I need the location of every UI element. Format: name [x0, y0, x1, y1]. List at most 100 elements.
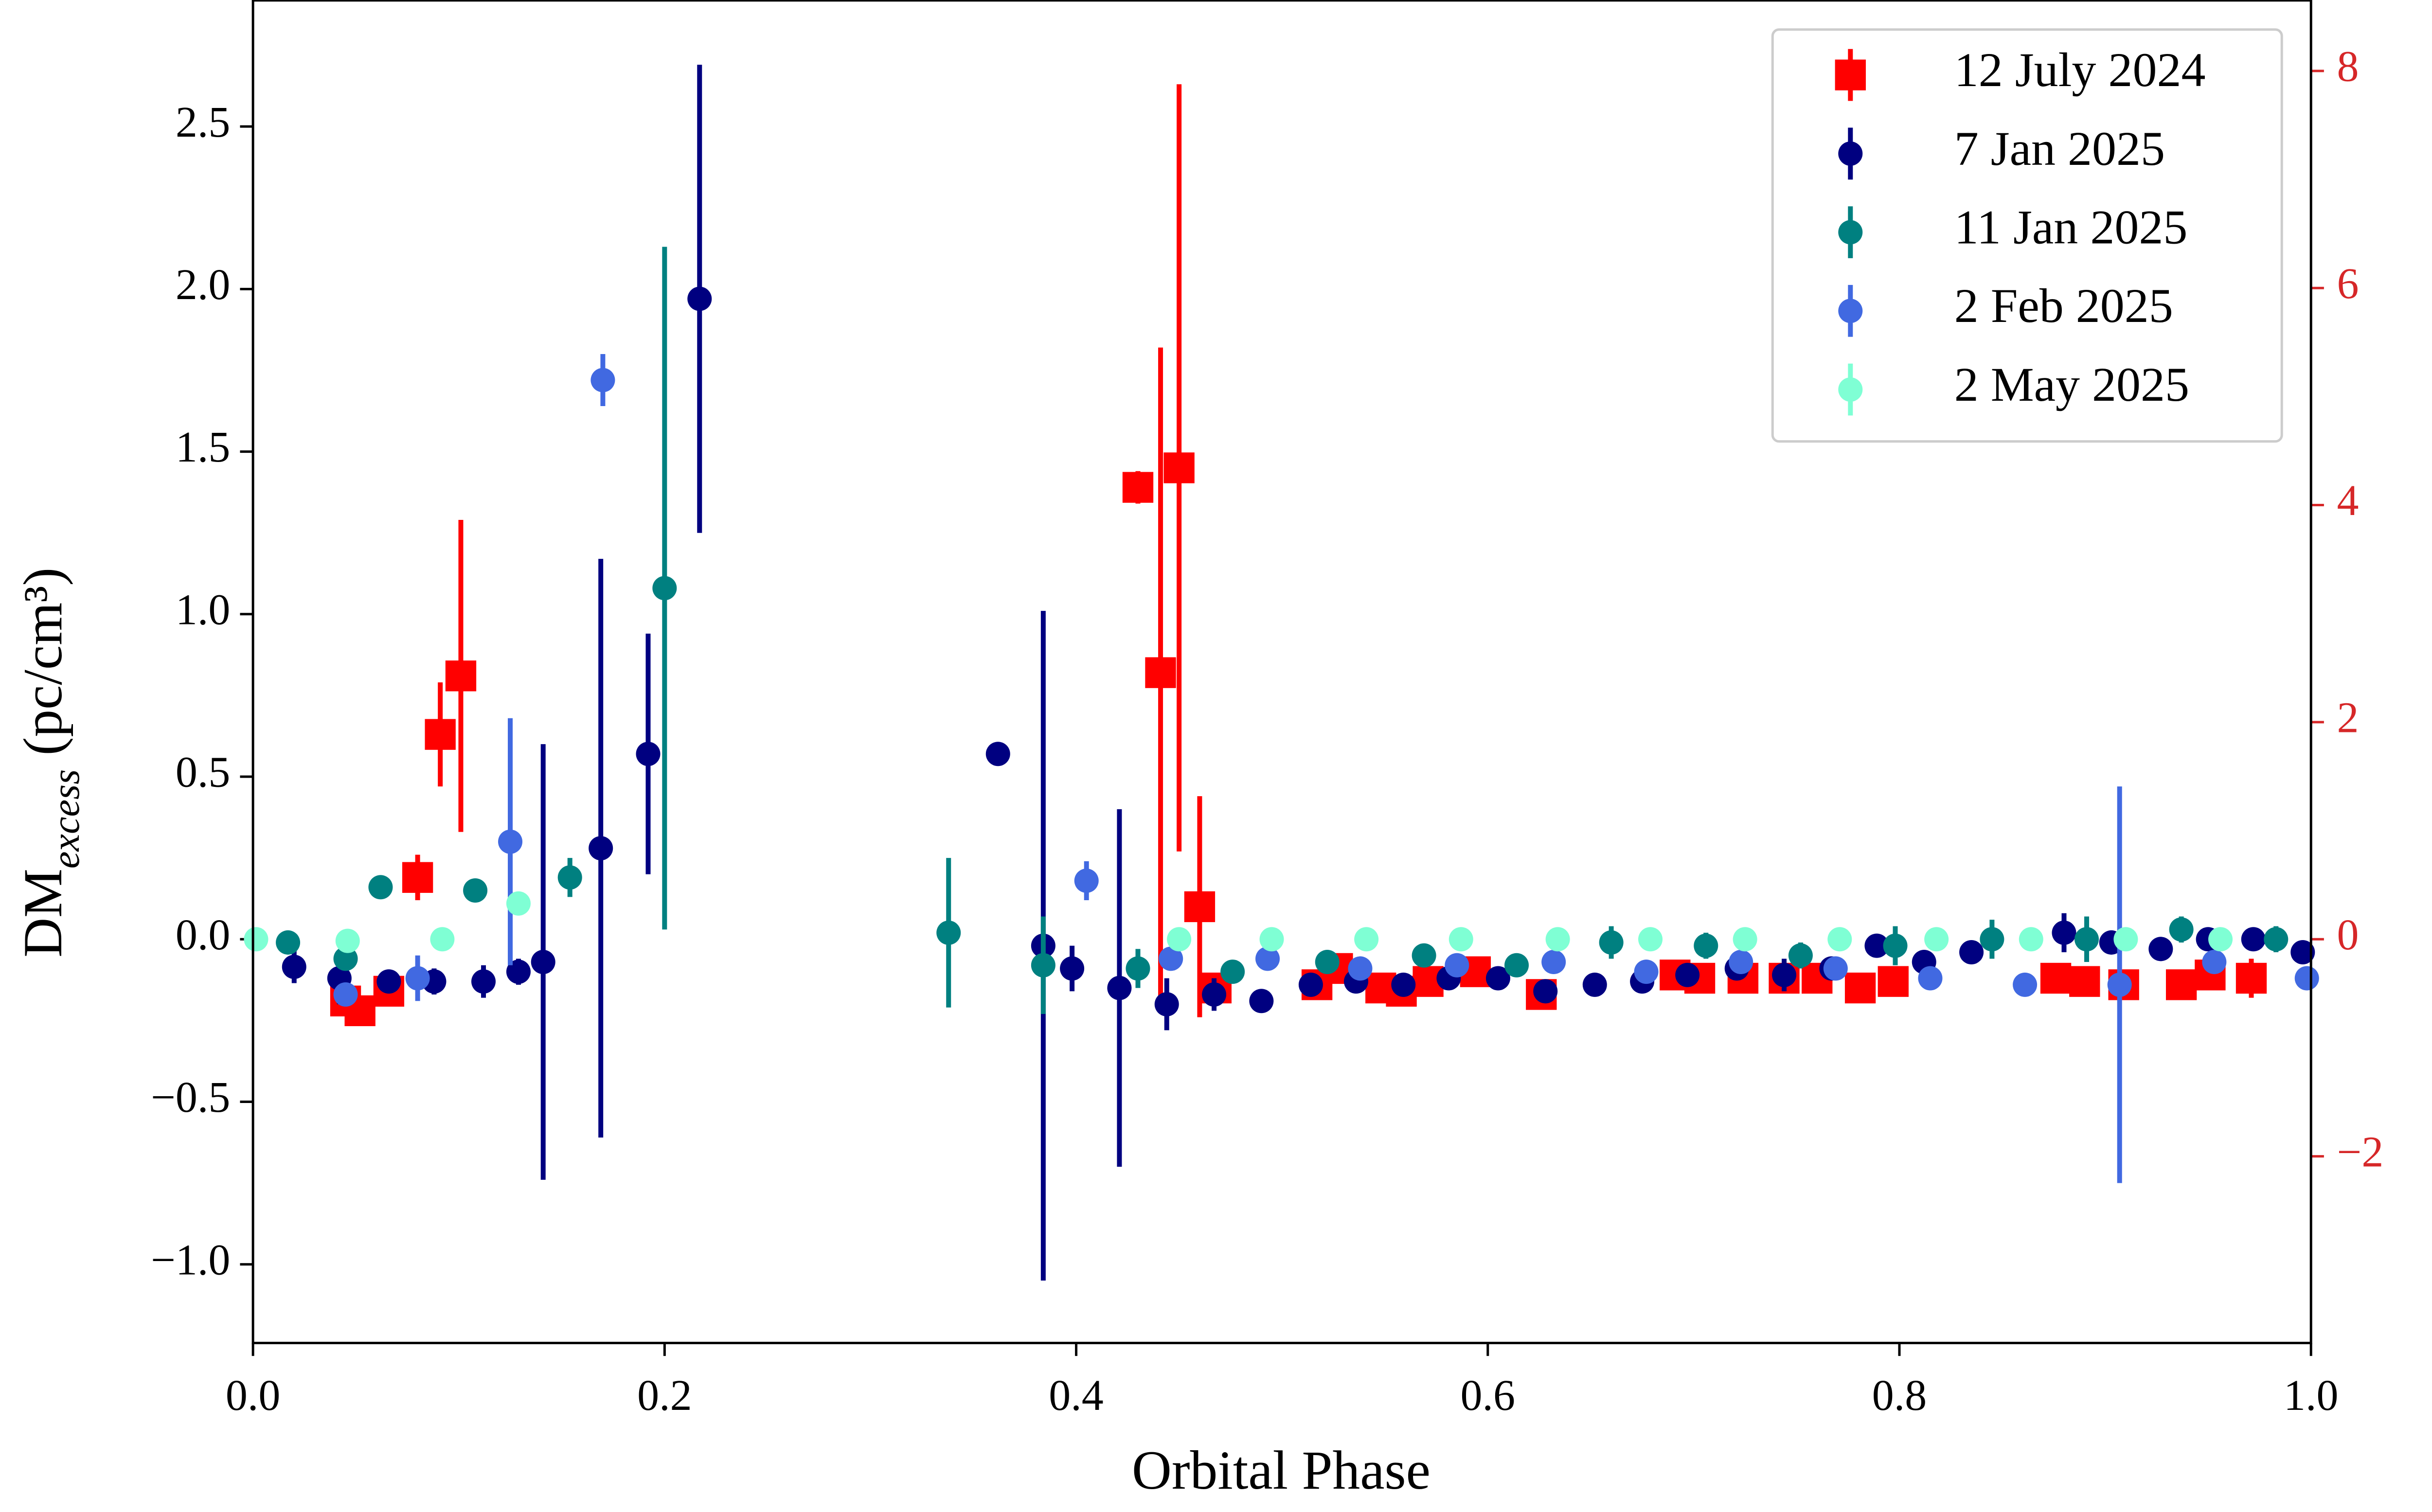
data-point [1249, 989, 1274, 1014]
data-point [2294, 966, 2319, 991]
data-point [1298, 972, 1323, 997]
data-point [1675, 962, 1700, 987]
data-point [1315, 950, 1340, 975]
y-axis-label-part: (pc/cm³) [12, 568, 73, 769]
data-point [2264, 927, 2289, 952]
legend-marker [1838, 141, 1863, 166]
data-point [1924, 927, 1949, 952]
data-point [985, 742, 1010, 766]
data-point [2074, 927, 2099, 952]
data-point [1255, 946, 1280, 971]
data-point [1541, 950, 1566, 975]
data-point [2107, 972, 2132, 997]
y2-tick-label: 8 [2337, 42, 2359, 90]
data-point [1031, 953, 1055, 978]
data-point [1074, 868, 1099, 893]
x-axis-label: Orbital Phase [1132, 1440, 1431, 1501]
legend-label: 12 July 2024 [1954, 43, 2206, 97]
y-axis-label-part: excess [45, 769, 88, 869]
data-point [1582, 972, 1607, 997]
data-point [1918, 966, 1943, 991]
data-point [1878, 966, 1909, 997]
data-point [557, 865, 582, 890]
data-point [1448, 927, 1473, 952]
data-point [652, 576, 677, 601]
data-point [506, 960, 531, 984]
data-point [368, 875, 393, 900]
data-point [282, 955, 306, 979]
data-point [425, 719, 456, 750]
data-point [276, 930, 301, 955]
data-point [590, 368, 615, 392]
data-point [498, 829, 523, 854]
x-tick-label: 0.6 [1461, 1371, 1516, 1420]
data-point [636, 742, 661, 766]
data-point [445, 660, 477, 692]
data-point [2235, 962, 2267, 994]
data-point [335, 928, 360, 953]
data-point [2069, 966, 2100, 997]
legend-box [1771, 28, 2283, 443]
data-point [430, 927, 455, 952]
data-point [402, 862, 433, 893]
y2-tick-label: 4 [2337, 477, 2359, 525]
data-point [936, 920, 961, 945]
data-point [1788, 943, 1813, 968]
data-point [1883, 933, 1908, 958]
y-tick-label: 2.0 [176, 261, 231, 309]
legend-label: 2 Feb 2025 [1954, 279, 2173, 333]
data-point [2040, 962, 2072, 994]
y-tick-label: 2.5 [176, 98, 231, 146]
y-tick-label: 1.5 [176, 423, 231, 471]
data-point [1729, 950, 1753, 975]
y-axis-label: DMexcess (pc/cm³) [12, 568, 88, 958]
data-point [2202, 950, 2227, 975]
y-axis-label-part: DM [12, 869, 73, 958]
data-point [1060, 956, 1085, 981]
data-point [1733, 927, 1757, 952]
y-tick-label: 0.5 [176, 748, 231, 797]
data-point [1823, 956, 1848, 981]
data-point [1159, 946, 1183, 971]
legend-marker [1835, 59, 1866, 90]
data-point [1694, 933, 1718, 958]
data-point [405, 966, 430, 991]
data-point [2290, 940, 2315, 965]
y-tick-label: 1.0 [176, 586, 231, 634]
data-point [1167, 927, 1192, 952]
y2-tick-label: 6 [2337, 260, 2359, 308]
data-point [1354, 927, 1379, 952]
data-point [1412, 943, 1436, 968]
data-point [2241, 927, 2266, 952]
data-point [1145, 657, 1176, 688]
data-point [1533, 979, 1558, 1004]
y-tick-label: −0.5 [151, 1073, 230, 1121]
data-point [1445, 953, 1469, 978]
data-point [1980, 927, 2004, 952]
data-point [1634, 960, 1659, 984]
legend-label: 11 Jan 2025 [1954, 200, 2188, 254]
data-point [2013, 972, 2038, 997]
data-point [1163, 452, 1195, 483]
data-point [1107, 976, 1132, 1000]
data-point [687, 286, 712, 311]
data-point [1827, 927, 1852, 952]
data-point [1599, 930, 1624, 955]
legend-marker [1838, 220, 1863, 245]
data-point [2169, 917, 2194, 942]
data-point [1220, 960, 1245, 984]
data-point [1202, 982, 1227, 1007]
y-tick-label: 0.0 [176, 911, 231, 959]
data-point [471, 969, 496, 994]
data-point [1126, 956, 1150, 981]
data-point [1348, 956, 1373, 981]
x-tick-label: 0.4 [1049, 1371, 1104, 1420]
data-point [506, 891, 531, 916]
data-point [244, 927, 268, 952]
data-point [531, 950, 555, 975]
plot-frame [251, 0, 2312, 1344]
x-tick-label: 0.2 [637, 1371, 692, 1420]
data-point [1864, 933, 1889, 958]
